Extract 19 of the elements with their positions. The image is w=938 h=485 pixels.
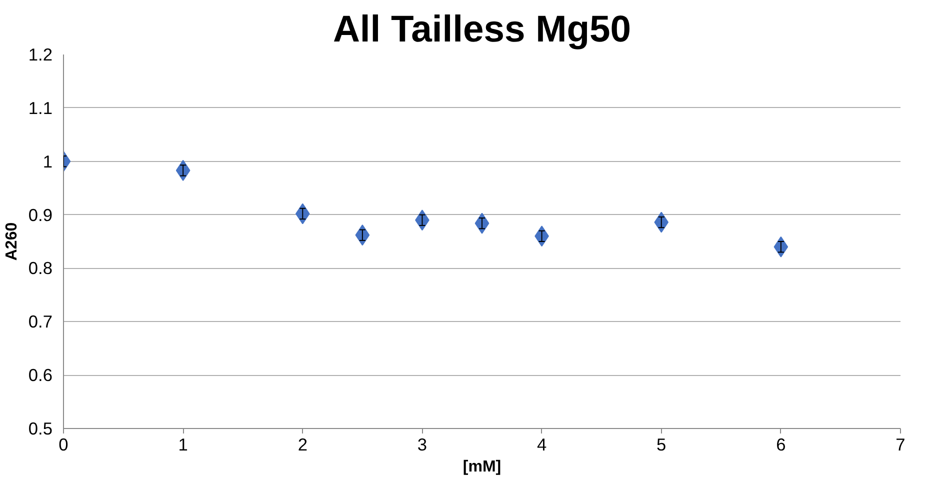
y-tick-label: 1.2 <box>28 44 53 64</box>
x-tick-label: 3 <box>417 434 428 454</box>
y-tick-label: 1.1 <box>28 98 53 118</box>
x-tick-label: 4 <box>536 434 547 454</box>
x-tick-label: 2 <box>298 434 308 454</box>
y-tick-label: 1 <box>42 151 53 172</box>
y-axis-title: A260 <box>3 222 20 261</box>
x-tick-label: 7 <box>896 434 906 454</box>
x-axis-title: [mM] <box>462 458 502 476</box>
y-tick-label: 0.8 <box>28 258 53 278</box>
x-tick-label: 0 <box>58 434 68 454</box>
y-tick-label: 0.5 <box>28 418 53 438</box>
y-tick-label: 0.6 <box>28 365 53 386</box>
chart-title: All Tailless Mg50 <box>332 8 632 50</box>
x-tick-label: 6 <box>776 434 786 454</box>
y-tick-label: 0.7 <box>28 312 53 332</box>
y-tick-label: 0.9 <box>28 204 53 225</box>
x-tick-label: 5 <box>656 434 666 454</box>
x-tick-label: 1 <box>178 434 188 454</box>
